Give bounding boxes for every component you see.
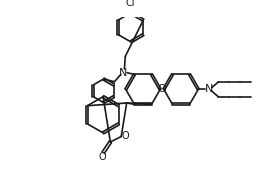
Text: N: N (205, 84, 213, 94)
Text: O: O (98, 152, 106, 162)
Text: O: O (158, 84, 166, 94)
Text: O: O (122, 131, 130, 141)
Text: Cl: Cl (126, 0, 135, 8)
Text: N: N (119, 68, 128, 78)
